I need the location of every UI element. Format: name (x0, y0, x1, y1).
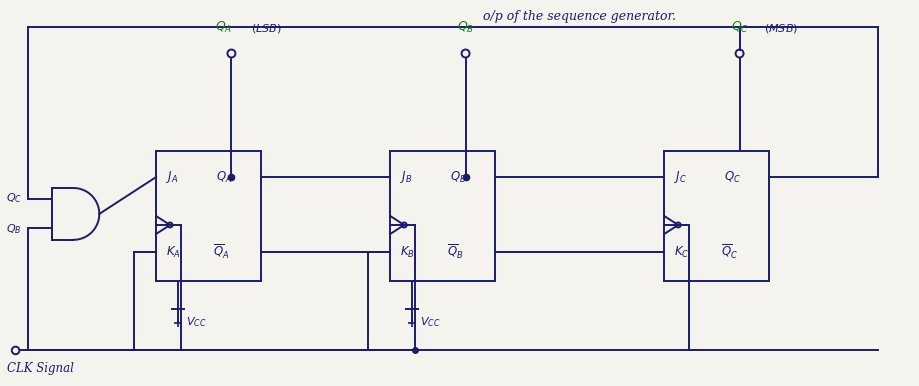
Text: $Q_B$: $Q_B$ (449, 169, 466, 185)
Text: $V_{CC}$: $V_{CC}$ (186, 316, 206, 329)
Text: $K_C$: $K_C$ (674, 245, 689, 260)
Text: $\overline{Q}_B$: $\overline{Q}_B$ (447, 243, 463, 261)
Text: $J_B$: $J_B$ (400, 169, 413, 185)
Text: $(LSB)$: $(LSB)$ (251, 22, 282, 35)
Text: $Q_C$: $Q_C$ (6, 191, 22, 205)
Text: $Q_B$: $Q_B$ (457, 19, 473, 35)
Text: $Q_C$: $Q_C$ (723, 169, 740, 185)
Text: $V_{CC}$: $V_{CC}$ (420, 316, 440, 329)
Text: $(MSB)$: $(MSB)$ (763, 22, 797, 35)
Text: o/p of the sequence generator.: o/p of the sequence generator. (482, 10, 675, 23)
Text: $Q_A$: $Q_A$ (215, 169, 232, 185)
Text: $Q_C$: $Q_C$ (730, 19, 748, 35)
Text: $\overline{Q}_A$: $\overline{Q}_A$ (212, 243, 229, 261)
Bar (390, 151, 494, 281)
Text: $K_A$: $K_A$ (166, 245, 181, 260)
Text: $Q_A$: $Q_A$ (215, 19, 232, 35)
Text: $K_B$: $K_B$ (400, 245, 414, 260)
Text: CLK Signal: CLK Signal (6, 362, 74, 375)
Text: $J_A$: $J_A$ (166, 169, 178, 185)
Text: $J_C$: $J_C$ (674, 169, 686, 185)
Text: $Q_B$: $Q_B$ (6, 223, 21, 236)
Text: $\overline{Q}_C$: $\overline{Q}_C$ (720, 243, 737, 261)
Bar (664, 151, 768, 281)
Bar (156, 151, 260, 281)
